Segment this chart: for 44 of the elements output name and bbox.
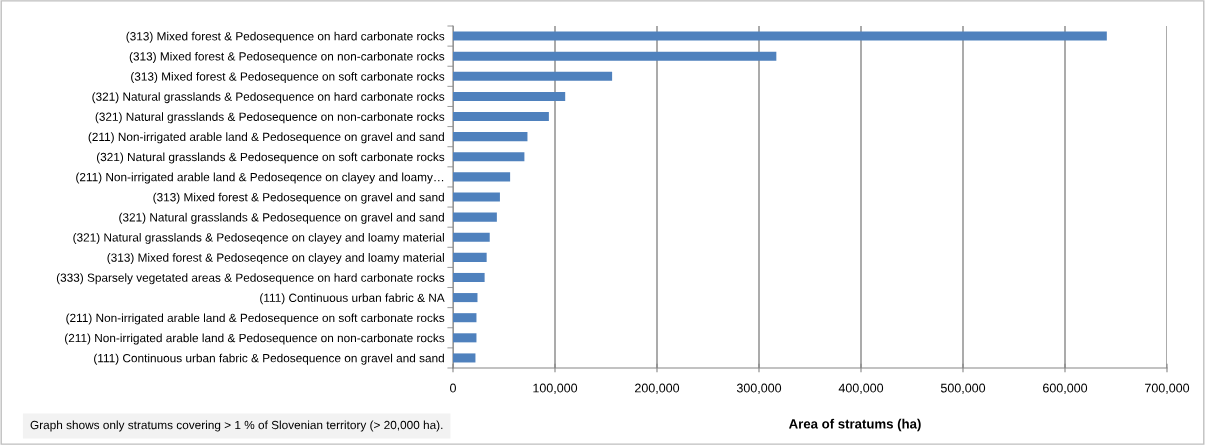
bar xyxy=(453,212,497,222)
y-tick-label: (313) Mixed forest & Pedoseqence on clayey and loamy material xyxy=(107,253,444,265)
y-tick-label: (313) Mixed forest & Pedosequence on soft carbonate rocks xyxy=(131,72,445,84)
y-tick-label: (211) Non-irrigated arable land & Pedosequence on gravel and sand xyxy=(88,132,444,144)
bar xyxy=(453,71,613,81)
y-tick-label: (211) Non-irrigated arable land & Pedoseqence on clayey and loamy… xyxy=(76,172,444,184)
text: Graph shows only stratums covering > 1 % of Slovenian territory (> 20,000 ha). xyxy=(30,420,443,432)
x-tick-label: 600,000 xyxy=(1043,383,1088,394)
y-tick-label: (321) Natural grasslands & Pedosequence on gravel and sand xyxy=(119,212,444,224)
bar xyxy=(453,252,487,262)
y-tick-label: (111) Continuous urban fabric & NA xyxy=(260,293,445,305)
y-tick-label: (111) Continuous urban fabric & Pedosequence on gravel and sand xyxy=(94,353,444,365)
bar xyxy=(453,293,478,303)
bar xyxy=(453,313,477,323)
y-tick-label: (313) Mixed forest & Pedosequence on gravel and sand xyxy=(153,192,444,204)
bar xyxy=(453,272,485,282)
y-tick-label: (313) Mixed forest & Pedosequence on non-carbonate rocks xyxy=(129,51,445,63)
bar xyxy=(453,132,528,142)
x-tick-label: 500,000 xyxy=(940,383,986,394)
y-tick-label: (321) Natural grasslands & Pedosequence on non-carbonate rocks xyxy=(95,112,445,124)
y-tick-label: (321) Natural grasslands & Pedosequence on soft carbonate rocks xyxy=(96,152,445,164)
y-tick-label: (313) Mixed forest & Pedosequence on hard carbonate rocks xyxy=(126,31,445,43)
bar xyxy=(453,152,525,162)
bar xyxy=(453,172,511,182)
bar xyxy=(453,91,566,101)
bar xyxy=(453,192,500,202)
bar xyxy=(453,232,490,242)
bar xyxy=(453,51,777,61)
x-tick-label: 0 xyxy=(450,383,456,393)
y-tick-label: (211) Non-irrigated arable land & Pedosequence on soft carbonate rocks xyxy=(66,313,445,325)
y-tick-label: (321) Natural grasslands & Pedoseqence on clayey and loamy material xyxy=(73,232,444,244)
bar xyxy=(453,31,1107,41)
x-tick-label: 300,000 xyxy=(736,383,782,394)
y-tick-label: (211) Non-irrigated arable land & Pedosequence on non-carbonate rocks xyxy=(65,333,445,345)
y-tick-label: (333) Sparsely vegetated areas & Pedosequence on hard carbonate rocks xyxy=(56,273,445,285)
bar xyxy=(453,353,476,363)
x-tick-label: 700,000 xyxy=(1145,383,1190,394)
x-axis-title: Area of stratums (ha) xyxy=(788,418,921,432)
y-tick-label: (321) Natural grasslands & Pedosequence on hard carbonate rocks xyxy=(92,92,445,104)
x-tick-label: 400,000 xyxy=(838,383,884,394)
bar xyxy=(453,333,477,343)
bar xyxy=(453,112,549,122)
x-tick-label: 100,000 xyxy=(533,383,578,394)
x-tick-label: 200,000 xyxy=(635,383,680,394)
